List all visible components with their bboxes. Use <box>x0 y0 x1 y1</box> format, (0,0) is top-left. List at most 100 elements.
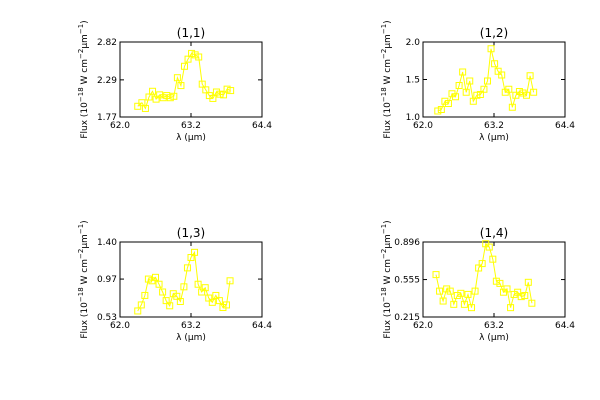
data-point <box>159 94 167 102</box>
series-line <box>137 250 231 312</box>
panel-title: (1,3) <box>177 226 205 240</box>
data-point <box>444 100 452 107</box>
plot-frame <box>422 241 566 318</box>
x-tick-label: 64.4 <box>252 321 272 331</box>
data-point <box>173 74 181 82</box>
data-point <box>166 94 174 102</box>
data-point <box>476 91 484 98</box>
data-point <box>216 90 224 98</box>
data-point <box>212 88 220 96</box>
y-axis-label: Flux (10−18 W cm−2μm−1) <box>77 20 90 138</box>
data-point <box>515 88 523 95</box>
series-line <box>435 242 533 308</box>
y-tick-label: 0.896 <box>394 238 420 248</box>
data-point <box>512 91 520 99</box>
x-tick-label: 62.0 <box>413 321 433 331</box>
data-point <box>141 291 149 299</box>
panel-1: (1,1) 62.0 63.2 64.4 1.77 2.29 2.82 λ (μm) Flux … <box>77 20 272 143</box>
data-point <box>437 106 445 113</box>
panel-title: (1,4) <box>480 226 508 240</box>
y-axis-label: Flux (10−18 W cm−2μm−1) <box>380 20 393 138</box>
data-point <box>464 290 472 298</box>
data-point <box>457 289 465 297</box>
data-point <box>460 300 468 308</box>
data-point <box>180 62 188 70</box>
data-point <box>149 87 157 95</box>
data-point <box>455 82 463 89</box>
data-point <box>191 51 199 59</box>
x-tick-label: 63.2 <box>181 121 201 131</box>
data-point <box>462 88 470 96</box>
data-point <box>450 300 458 308</box>
data-point <box>507 304 515 312</box>
data-point <box>145 93 153 101</box>
data-point <box>510 290 518 298</box>
y-tick-label: 1.0 <box>406 113 421 123</box>
data-point <box>524 278 532 286</box>
data-point <box>459 68 467 76</box>
data-point <box>209 94 217 102</box>
x-axis-label: λ (μm) <box>479 133 509 143</box>
data-point <box>173 292 181 300</box>
x-tick-label: 63.2 <box>484 321 504 331</box>
data-point <box>226 277 234 285</box>
data-point <box>202 86 210 94</box>
y-axis-label: Flux (10−18 W cm−2μm−1) <box>77 220 90 338</box>
panel-title: (1,2) <box>480 26 508 40</box>
x-tick-label: 62.0 <box>413 121 433 131</box>
data-point <box>188 49 196 57</box>
x-tick-label: 64.4 <box>252 121 272 131</box>
data-point <box>478 260 486 268</box>
data-point <box>475 264 483 272</box>
panel-2: (1,2) 62.0 63.2 64.4 1.0 1.5 2.0 λ (μm) Flux (10… <box>380 20 575 143</box>
data-point <box>212 291 220 299</box>
data-point <box>223 85 231 93</box>
data-point <box>134 102 142 110</box>
y-tick-label: 0.53 <box>97 313 117 323</box>
data-point <box>201 284 209 292</box>
data-point <box>227 87 235 95</box>
y-tick-label: 2.82 <box>97 38 117 48</box>
data-point <box>141 104 149 112</box>
series-line <box>437 48 535 112</box>
data-point <box>473 91 481 99</box>
data-point <box>436 287 444 295</box>
x-tick-label: 63.2 <box>181 321 201 331</box>
panel-title: (1,1) <box>177 26 205 40</box>
data-point <box>162 297 170 305</box>
data-point <box>528 299 536 307</box>
data-point <box>439 297 447 305</box>
data-point <box>471 287 479 295</box>
data-point <box>137 301 145 309</box>
data-point <box>453 292 461 300</box>
data-point <box>452 93 460 101</box>
x-axis-label: λ (μm) <box>176 133 206 143</box>
data-point <box>187 254 195 262</box>
data-point <box>138 99 146 107</box>
data-point <box>487 45 495 53</box>
data-point <box>466 77 474 85</box>
data-point <box>184 55 192 63</box>
x-axis-label: λ (μm) <box>479 333 509 343</box>
y-tick-label: 1.40 <box>97 238 117 248</box>
data-point <box>176 297 184 305</box>
data-point <box>485 243 493 251</box>
x-axis-label: λ (μm) <box>176 333 206 343</box>
data-point <box>191 248 199 256</box>
data-point <box>491 60 499 68</box>
data-point <box>155 280 163 288</box>
data-point <box>521 292 529 300</box>
data-point <box>144 275 152 283</box>
data-point <box>134 307 142 315</box>
y-tick-label: 2.0 <box>406 38 421 48</box>
data-point <box>523 91 531 99</box>
data-point <box>434 107 442 115</box>
data-point <box>508 103 516 111</box>
data-point <box>432 271 440 279</box>
data-point <box>468 304 476 312</box>
data-point <box>183 264 191 272</box>
plot-frame <box>422 41 566 118</box>
data-point <box>519 89 527 97</box>
data-point <box>170 92 178 100</box>
data-point <box>163 92 171 100</box>
